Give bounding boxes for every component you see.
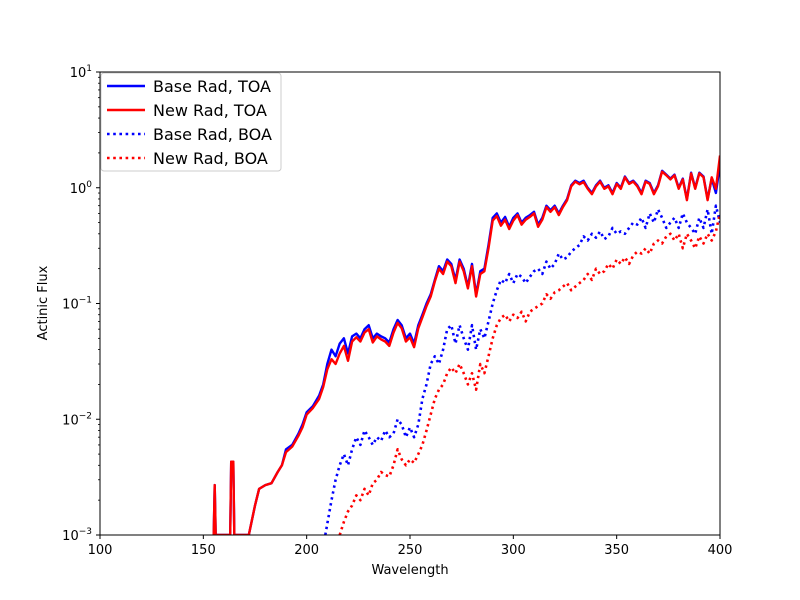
legend-label: New Rad, TOA (153, 101, 267, 120)
y-tick-exponent: −2 (79, 411, 92, 421)
series-line-3 (324, 204, 720, 535)
y-tick-label: 10−1 (62, 296, 92, 313)
legend-label: Base Rad, BOA (153, 125, 272, 144)
y-tick-base: 10 (62, 413, 79, 428)
x-tick-label: 100 (88, 543, 113, 558)
y-axis-label: Actinic Flux (36, 265, 51, 340)
y-tick-label: 10−3 (62, 527, 92, 544)
y-tick-exponent: −3 (79, 527, 92, 537)
x-axis-label: Wavelength (371, 563, 448, 578)
x-tick-label: 150 (191, 543, 216, 558)
legend: Base Rad, TOA New Rad, TOA Base Rad, BOA Ne… (100, 72, 282, 172)
x-tick-label: 300 (501, 543, 526, 558)
series-layer (212, 155, 720, 535)
y-tick-base: 10 (62, 529, 79, 544)
y-tick-base: 10 (70, 182, 87, 197)
series-line-2 (212, 155, 720, 535)
y-tick-base: 10 (62, 298, 79, 313)
x-tick-label: 350 (604, 543, 629, 558)
legend-label: New Rad, BOA (153, 149, 268, 168)
y-tick-base: 10 (70, 66, 87, 81)
x-axis-ticks: 100 150 200 250 300 350 400 (88, 535, 733, 558)
y-tick-label: 101 (70, 64, 92, 81)
x-tick-label: 200 (294, 543, 319, 558)
legend-frame (100, 72, 282, 172)
x-tick-label: 250 (398, 543, 423, 558)
legend-label: Base Rad, TOA (153, 77, 271, 96)
y-tick-exponent: 0 (86, 180, 92, 190)
y-tick-label: 10−2 (62, 411, 92, 428)
y-tick-exponent: −1 (79, 296, 92, 306)
y-tick-label: 100 (70, 180, 93, 197)
x-tick-label: 400 (708, 543, 733, 558)
y-tick-exponent: 1 (86, 64, 92, 74)
